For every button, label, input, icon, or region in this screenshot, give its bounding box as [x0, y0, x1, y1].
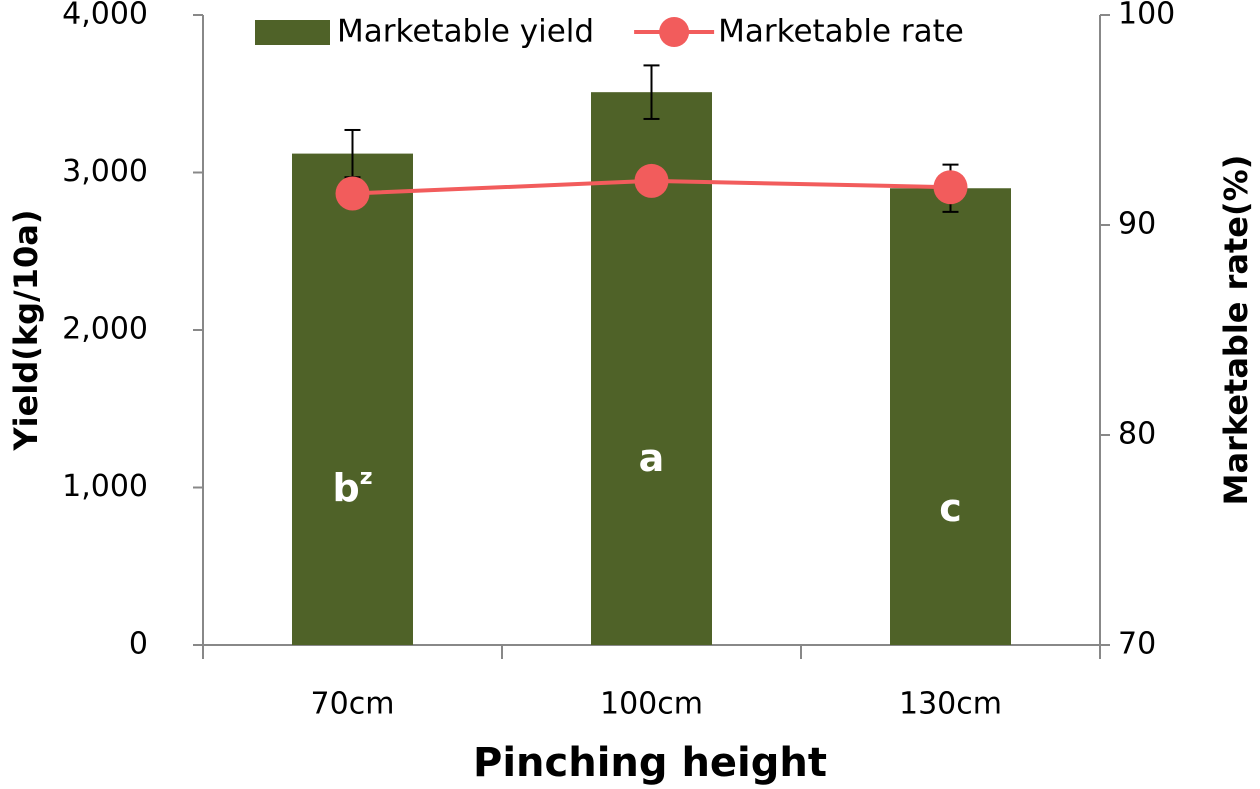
annotation-label: a: [639, 436, 665, 480]
bar: [890, 188, 1011, 645]
marker: [634, 163, 669, 198]
y2-tick-label: 100: [1118, 0, 1175, 32]
bar: [292, 153, 413, 645]
y-tick-label: 2,000: [62, 312, 148, 347]
y2-axis-title: Marketable rate(%): [1217, 155, 1255, 506]
y-tick-label: 4,000: [62, 0, 148, 32]
x-axis-title: Pinching height: [473, 740, 827, 786]
y-tick-label: 3,000: [62, 154, 148, 189]
x-tick-label: 100cm: [600, 687, 703, 722]
annotation: c: [939, 486, 962, 530]
y-tick-label: 1,000: [62, 469, 148, 504]
error-bar: [643, 64, 660, 120]
y-tick-label: 0: [129, 627, 148, 662]
annotation: a: [639, 436, 665, 480]
legend-swatch: [255, 20, 330, 45]
y2-tick-label: 80: [1118, 417, 1156, 452]
x-tick-label: 70cm: [311, 687, 395, 722]
y2-tick-label: 90: [1118, 207, 1156, 242]
legend-label: Marketable rate: [718, 14, 964, 50]
legend-label: Marketable yield: [337, 14, 594, 50]
annotation-label: c: [939, 486, 962, 530]
annotation-label: b: [332, 466, 359, 510]
x-tick-label: 130cm: [899, 687, 1002, 722]
y2-tick-label: 70: [1118, 627, 1156, 662]
legend-swatch: [659, 17, 690, 47]
marker: [335, 176, 370, 211]
annotation-superscript: z: [360, 465, 373, 490]
annotation: bz: [332, 465, 372, 510]
y-axis-title: Yield(kg/10a): [7, 210, 45, 452]
marker: [933, 170, 968, 205]
